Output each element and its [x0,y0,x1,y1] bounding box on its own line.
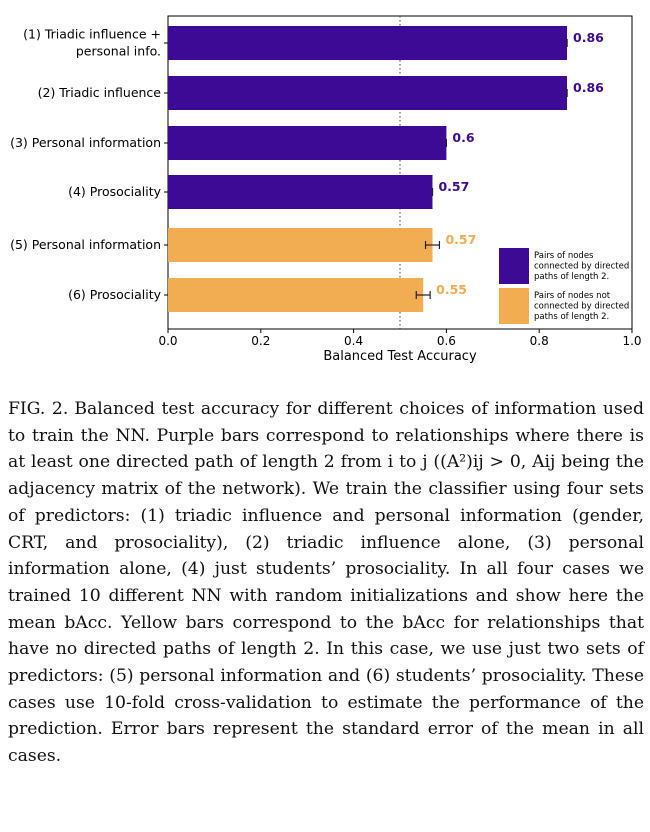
legend-label: Pairs of nodes not [534,291,611,301]
category-label: (6) Prosociality [68,287,162,302]
bars: 0.86 0.86 0.6 0.57 0.57 0.55 [168,26,604,312]
bar [168,278,424,312]
category-label: (5) Personal information [10,237,161,252]
data-label: 0.57 [438,179,469,194]
category-label: personal info. [76,44,161,59]
data-label: 0.86 [573,80,604,95]
category-labels: (1) Triadic influence + personal info. (2)… [10,27,168,302]
legend-label: paths of length 2. [534,312,609,322]
x-tick-label: 0.2 [251,334,270,348]
legend-swatch [499,248,529,284]
bar [168,26,568,60]
category-label: (1) Triadic influence + [23,27,161,42]
caption-text: Balanced test accuracy for different cho… [8,399,644,767]
legend-label: connected by directed [534,262,629,272]
x-tick-label: 1.0 [622,334,641,348]
legend-label: paths of length 2. [534,272,609,282]
x-tick-label: 0.8 [530,334,549,348]
bar [168,228,433,262]
x-axis-label: Balanced Test Accuracy [323,349,477,364]
caption-label: FIG. 2. [8,399,69,419]
data-label: 0.55 [436,282,467,297]
x-tick-label: 0.0 [158,334,177,348]
category-label: (2) Triadic influence [38,85,162,100]
data-label: 0.6 [452,130,474,145]
x-axis-ticks: 0.0 0.2 0.4 0.6 0.8 1.0 [158,329,642,348]
bar [168,126,447,160]
legend-label: connected by directed [534,302,629,312]
figure-caption: FIG. 2. Balanced test accuracy for differ… [8,396,644,770]
bar [168,76,568,110]
legend-swatch [499,288,529,324]
bar [168,175,433,209]
data-label: 0.57 [445,232,476,247]
legend-label: Pairs of nodes [534,251,594,261]
x-tick-label: 0.4 [344,334,363,348]
x-tick-label: 0.6 [437,334,456,348]
data-label: 0.86 [573,30,604,45]
bar-chart: 0.0 0.2 0.4 0.6 0.8 1.0 0.860.860.60.570.570.… [10,15,642,364]
category-label: (4) Prosociality [68,184,162,199]
category-label: (3) Personal information [10,135,161,150]
